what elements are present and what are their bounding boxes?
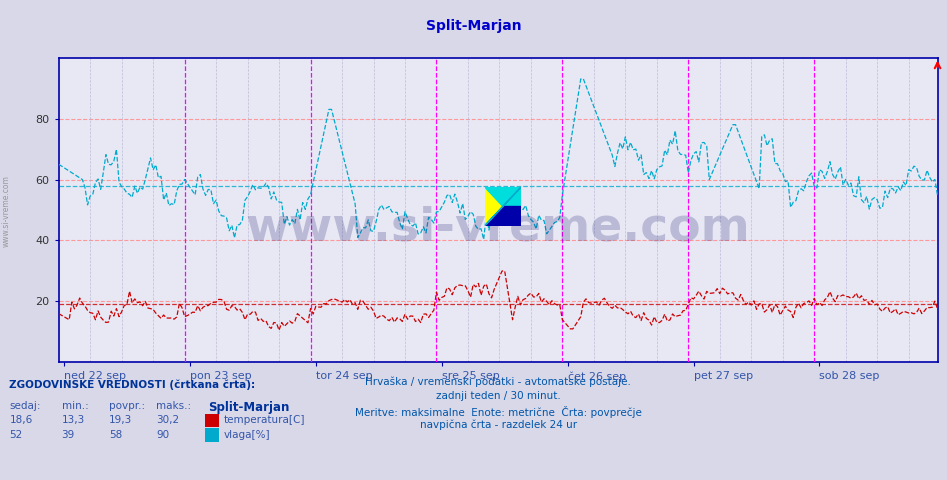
Text: ZGODOVINSKE VREDNOSTI (črtkana črta):: ZGODOVINSKE VREDNOSTI (črtkana črta): [9, 379, 256, 390]
Text: Hrvaška / vremenski podatki - avtomatske postaje.: Hrvaška / vremenski podatki - avtomatske… [366, 377, 631, 387]
Text: Meritve: maksimalne  Enote: metrične  Črta: povprečje: Meritve: maksimalne Enote: metrične Črta… [355, 406, 641, 418]
Text: maks.:: maks.: [156, 401, 191, 411]
Text: min.:: min.: [62, 401, 88, 411]
Text: 52: 52 [9, 430, 23, 440]
Text: temperatura[C]: temperatura[C] [223, 415, 305, 425]
Text: www.si-vreme.com: www.si-vreme.com [2, 175, 11, 247]
Text: navpična črta - razdelek 24 ur: navpična črta - razdelek 24 ur [420, 420, 577, 431]
Text: vlaga[%]: vlaga[%] [223, 430, 270, 440]
Polygon shape [485, 187, 503, 226]
Polygon shape [485, 206, 521, 226]
Text: zadnji teden / 30 minut.: zadnji teden / 30 minut. [436, 391, 561, 401]
Text: 39: 39 [62, 430, 75, 440]
Text: 13,3: 13,3 [62, 415, 85, 425]
Polygon shape [485, 187, 521, 206]
Text: 18,6: 18,6 [9, 415, 33, 425]
Text: sedaj:: sedaj: [9, 401, 41, 411]
Text: 90: 90 [156, 430, 170, 440]
Text: povpr.:: povpr.: [109, 401, 145, 411]
Text: 19,3: 19,3 [109, 415, 133, 425]
Text: 58: 58 [109, 430, 122, 440]
Polygon shape [485, 187, 521, 226]
Text: 30,2: 30,2 [156, 415, 179, 425]
Text: Split-Marjan: Split-Marjan [426, 19, 521, 34]
Text: www.si-vreme.com: www.si-vreme.com [246, 206, 750, 251]
Text: Split-Marjan: Split-Marjan [208, 401, 290, 414]
